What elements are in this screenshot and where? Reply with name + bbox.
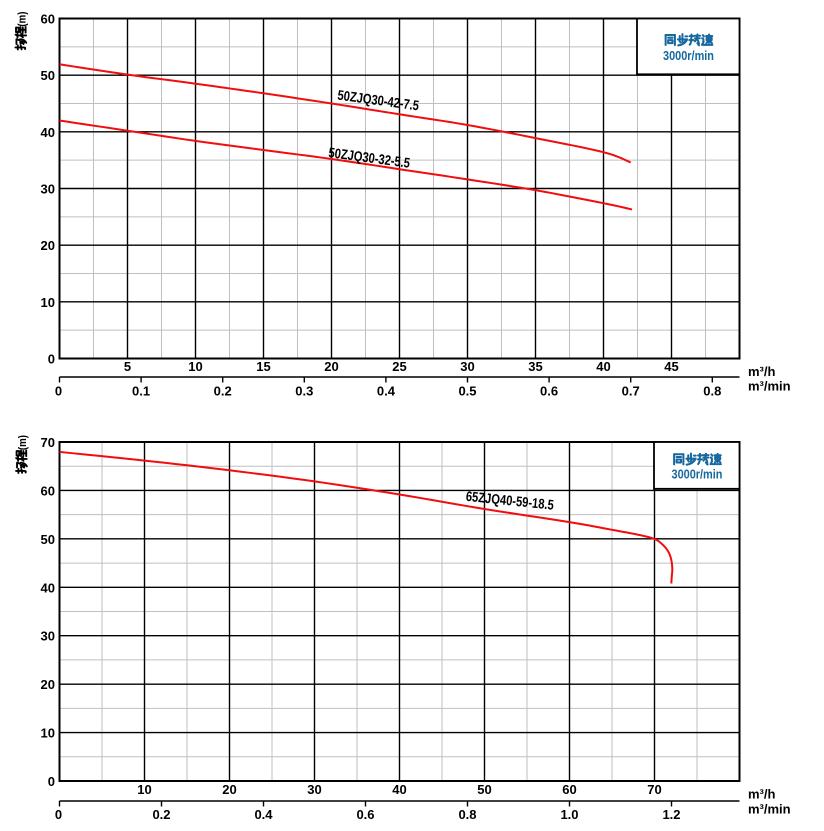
svg-text:3000r/min: 3000r/min (663, 48, 714, 63)
svg-text:20: 20 (41, 238, 55, 253)
svg-text:1.0: 1.0 (560, 807, 578, 822)
svg-text:10: 10 (188, 359, 202, 374)
svg-text:10: 10 (41, 726, 55, 741)
svg-text:0.7: 0.7 (622, 384, 640, 399)
svg-text:0.2: 0.2 (214, 384, 232, 399)
svg-text:m³/h: m³/h (748, 364, 776, 379)
svg-text:(m): (m) (17, 12, 29, 27)
svg-text:0: 0 (55, 807, 62, 822)
svg-text:10: 10 (137, 782, 151, 797)
svg-text:45: 45 (664, 359, 678, 374)
svg-text:20: 20 (41, 677, 55, 692)
svg-text:5: 5 (124, 359, 131, 374)
svg-text:40: 40 (392, 782, 406, 797)
svg-text:50: 50 (477, 782, 491, 797)
svg-text:m³/h: m³/h (748, 787, 776, 802)
svg-text:20: 20 (222, 782, 236, 797)
svg-text:15: 15 (256, 359, 270, 374)
svg-text:0.6: 0.6 (356, 807, 374, 822)
svg-text:0: 0 (55, 384, 62, 399)
svg-text:0.1: 0.1 (132, 384, 150, 399)
svg-text:40: 40 (41, 125, 55, 140)
svg-text:(m): (m) (18, 435, 30, 450)
svg-text:0.4: 0.4 (254, 807, 273, 822)
svg-text:60: 60 (41, 483, 55, 498)
svg-text:50: 50 (41, 532, 55, 547)
svg-text:60: 60 (41, 12, 55, 27)
svg-text:m³/min: m³/min (748, 802, 791, 817)
svg-text:0.5: 0.5 (458, 384, 476, 399)
svg-text:35: 35 (528, 359, 542, 374)
svg-text:30: 30 (41, 182, 55, 197)
svg-text:20: 20 (324, 359, 338, 374)
svg-text:0.3: 0.3 (295, 384, 313, 399)
svg-text:50: 50 (41, 68, 55, 83)
svg-text:0.6: 0.6 (540, 384, 558, 399)
svg-text:0.8: 0.8 (458, 807, 476, 822)
svg-text:60: 60 (562, 782, 576, 797)
svg-text:0: 0 (48, 774, 55, 789)
svg-text:70: 70 (41, 435, 55, 450)
svg-text:1.2: 1.2 (662, 807, 680, 822)
svg-text:0: 0 (48, 352, 55, 367)
svg-text:0.4: 0.4 (377, 384, 396, 399)
svg-text:3000r/min: 3000r/min (672, 467, 723, 482)
svg-text:30: 30 (307, 782, 321, 797)
svg-text:40: 40 (41, 580, 55, 595)
svg-text:30: 30 (460, 359, 474, 374)
svg-text:25: 25 (392, 359, 406, 374)
svg-text:0.8: 0.8 (703, 384, 721, 399)
svg-text:m³/min: m³/min (748, 379, 791, 394)
svg-text:70: 70 (647, 782, 661, 797)
svg-text:40: 40 (596, 359, 610, 374)
svg-text:30: 30 (41, 629, 55, 644)
svg-text:10: 10 (41, 295, 55, 310)
svg-text:0.2: 0.2 (152, 807, 170, 822)
